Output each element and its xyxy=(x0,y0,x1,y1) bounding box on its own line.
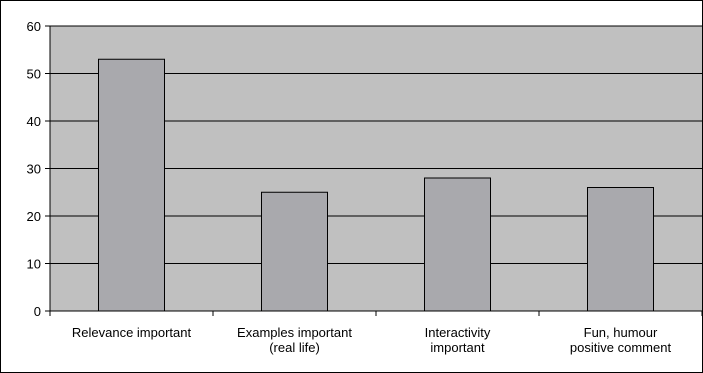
bars xyxy=(98,58,654,312)
x-category-label: Examples important (real life) xyxy=(237,325,352,355)
x-category-label-line: important xyxy=(430,340,485,355)
y-tick-label: 20 xyxy=(27,209,41,224)
x-category-label-line: positive comment xyxy=(570,340,672,355)
x-category-label-line: Examples important xyxy=(237,325,352,340)
x-category-label-line: (real life) xyxy=(269,340,320,355)
x-category-label: Interactivity important xyxy=(425,325,491,355)
bar xyxy=(587,187,654,312)
y-tick-label: 10 xyxy=(27,257,41,272)
bar xyxy=(98,58,165,312)
y-tick-label: 40 xyxy=(27,114,41,129)
x-axis-ticks: Relevance important Examples important (re… xyxy=(49,311,702,355)
y-axis-ticks: 0 10 20 30 40 50 60 xyxy=(27,19,50,319)
y-tick-label: 0 xyxy=(34,304,41,319)
bar xyxy=(424,177,491,312)
y-tick-label: 60 xyxy=(27,19,41,34)
x-category-label-line: Relevance important xyxy=(72,325,192,340)
x-category-label-line: Interactivity xyxy=(425,325,491,340)
x-category-label: Fun, humour positive comment xyxy=(570,325,672,355)
bar xyxy=(261,191,328,312)
y-tick-label: 50 xyxy=(27,67,41,82)
x-category-label-line: Fun, humour xyxy=(584,325,658,340)
x-category-label: Relevance important xyxy=(72,325,192,340)
y-tick-label: 30 xyxy=(27,162,41,177)
